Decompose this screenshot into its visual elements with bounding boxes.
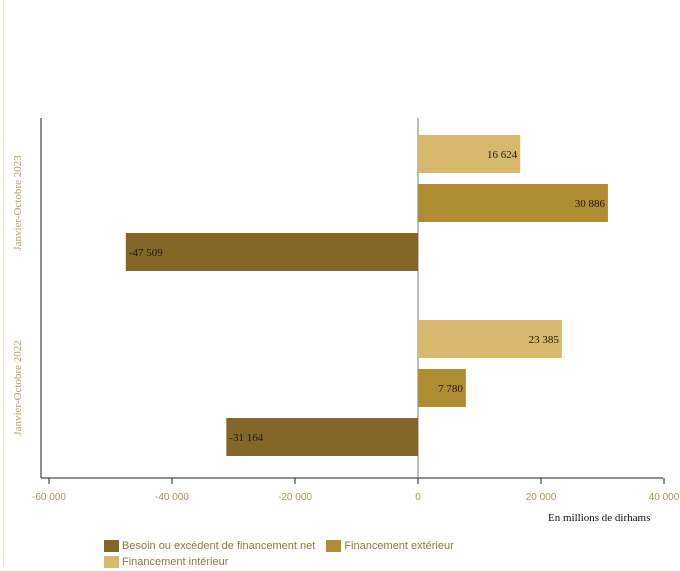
left-border-line bbox=[3, 0, 4, 567]
bar-2-3 bbox=[226, 418, 418, 456]
bar-1-1 bbox=[418, 135, 521, 173]
data-label-2-3: -31 164 bbox=[229, 432, 263, 444]
x-tick-label-1: -60 000 bbox=[32, 492, 66, 503]
data-label-2-2: 7 780 bbox=[438, 383, 463, 395]
category-label-1: Janvier-Octobre 2023 bbox=[12, 155, 24, 251]
data-label-1-3: -47 509 bbox=[129, 247, 163, 259]
x-tick-label-5: 20 000 bbox=[526, 492, 557, 503]
bar-1-2 bbox=[418, 184, 608, 222]
legend-item-besoin: Besoin ou excédent de financement net bbox=[104, 538, 315, 553]
data-label-1-1: 16 624 bbox=[487, 149, 518, 161]
legend-item-interieur: Financement intérieur bbox=[104, 555, 228, 570]
legend-item-exterieur: Financement extérieur bbox=[326, 538, 454, 553]
legend-swatch-exterieur bbox=[326, 539, 342, 552]
legend-swatch-besoin bbox=[104, 539, 119, 552]
legend-swatch-interieur bbox=[104, 556, 119, 568]
category-label-2: Janvier-Octobre 2022 bbox=[12, 340, 24, 435]
x-tick-label-6: 40 000 bbox=[649, 492, 680, 503]
legend-label-besoin: Besoin ou excédent de financement net bbox=[122, 539, 316, 552]
data-label-1-2: 30 886 bbox=[575, 198, 606, 210]
bar-chart: 16 624 30 886 -47 509 23 385 7 780 -31 164 -6… bbox=[12, 118, 680, 503]
x-axis-unit-label: En millions de dirhams bbox=[548, 512, 651, 524]
x-tick-label-4: 0 bbox=[415, 492, 421, 503]
bar-2-2 bbox=[418, 369, 466, 407]
legend-label-interieur: Financement intérieur bbox=[122, 556, 229, 568]
bar-2-1 bbox=[418, 320, 562, 358]
data-label-2-1: 23 385 bbox=[529, 334, 560, 346]
bar-1-3 bbox=[125, 233, 419, 271]
x-tick-label-2: -40 000 bbox=[155, 492, 189, 503]
legend: Besoin ou excédent de financement net Fi… bbox=[104, 538, 524, 571]
legend-label-exterieur: Financement extérieur bbox=[344, 539, 454, 552]
x-tick-label-3: -20 000 bbox=[278, 492, 312, 503]
